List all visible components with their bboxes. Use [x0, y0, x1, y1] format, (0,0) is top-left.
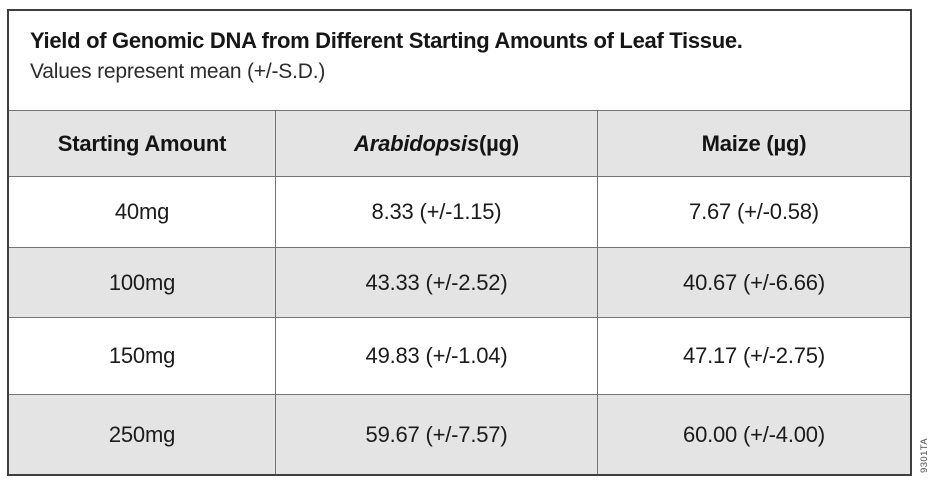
cell-maize-value: 47.17 (+/-2.75): [597, 318, 910, 394]
header-arabidopsis-unit: (µg): [478, 130, 519, 156]
table-row-250mg: 250mg 59.67 (+/-7.57) 60.00 (+/-4.00): [9, 394, 910, 474]
dna-yield-table-figure: Yield of Genomic DNA from Different Star…: [7, 9, 912, 476]
cell-maize-value: 60.00 (+/-4.00): [597, 395, 910, 474]
cell-maize-value: 7.67 (+/-0.58): [597, 177, 910, 247]
table-row-40mg: 40mg 8.33 (+/-1.15) 7.67 (+/-0.58): [9, 176, 910, 247]
cell-arabidopsis-value: 59.67 (+/-7.57): [275, 395, 597, 474]
cell-arabidopsis-value: 43.33 (+/-2.52): [275, 248, 597, 317]
cell-starting-amount: 100mg: [108, 269, 176, 295]
cell-starting-amount: 250mg: [108, 421, 176, 447]
artwork-number-text: 9301TA: [918, 437, 930, 473]
cell-maize-value: 40.67 (+/-6.66): [597, 248, 910, 317]
header-starting-amount: Starting Amount: [57, 130, 227, 156]
figure-caption: Yield of Genomic DNA from Different Star…: [9, 11, 910, 110]
cell-arabidopsis-value: 49.83 (+/-1.04): [275, 318, 597, 394]
figure-subtitle: Values represent mean (+/-S.D.): [30, 59, 326, 83]
cell-arabidopsis-value: 8.33 (+/-1.15): [275, 177, 597, 247]
table-row-150mg: 150mg 49.83 (+/-1.04) 47.17 (+/-2.75): [9, 317, 910, 394]
header-maize: Maize (µg): [597, 111, 910, 176]
header-arabidopsis: Arabidopsis (µg): [275, 111, 597, 176]
cell-starting-amount: 40mg: [114, 199, 170, 224]
figure-title: Yield of Genomic DNA from Different Star…: [30, 28, 743, 53]
data-table: Starting Amount Arabidopsis (µg) Maize (…: [9, 110, 910, 474]
artwork-number: 9301TA: [915, 431, 933, 479]
cell-starting-amount: 150mg: [108, 343, 176, 368]
table-header-row: Starting Amount Arabidopsis (µg) Maize (…: [9, 110, 910, 176]
table-row-100mg: 100mg 43.33 (+/-2.52) 40.67 (+/-6.66): [9, 247, 910, 317]
header-arabidopsis-species: Arabidopsis: [354, 130, 479, 156]
